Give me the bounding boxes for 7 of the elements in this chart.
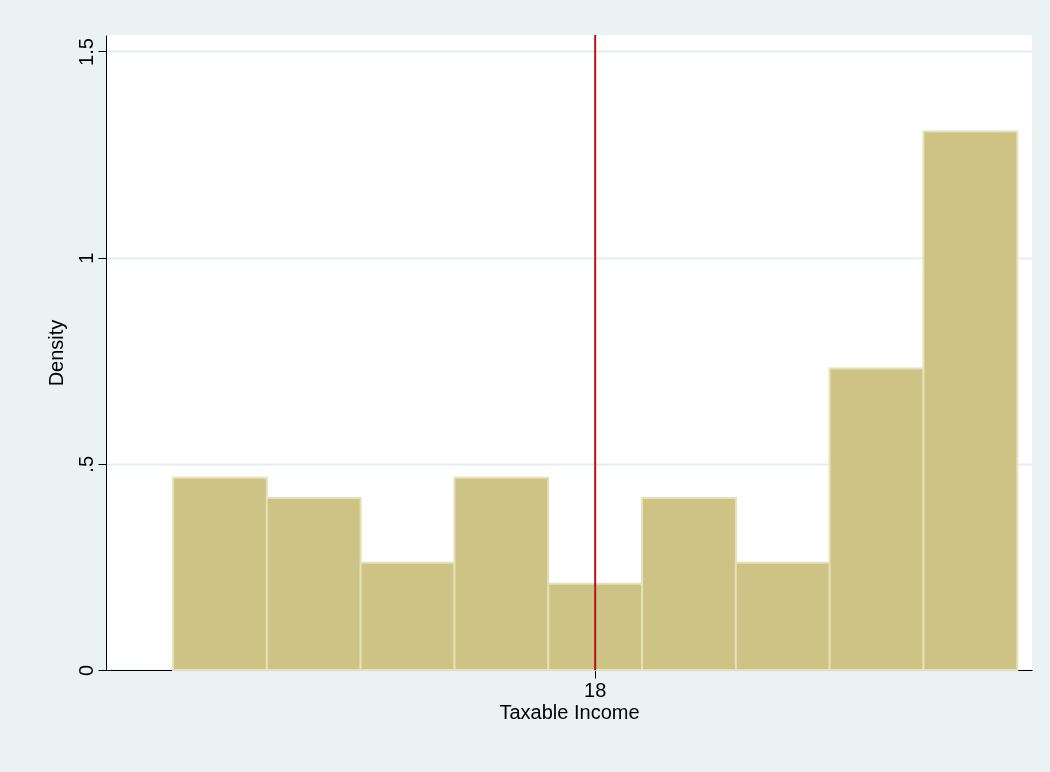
y-tick-label: 1.5 bbox=[74, 38, 97, 66]
y-axis-title: Density bbox=[44, 319, 67, 387]
x-tick-label: 18 bbox=[584, 678, 607, 701]
y-tick-label: .5 bbox=[74, 455, 97, 473]
y-tick-label: 1 bbox=[74, 252, 97, 264]
y-tick-label: 0 bbox=[74, 664, 97, 677]
x-axis-title: Taxable Income bbox=[499, 700, 640, 723]
